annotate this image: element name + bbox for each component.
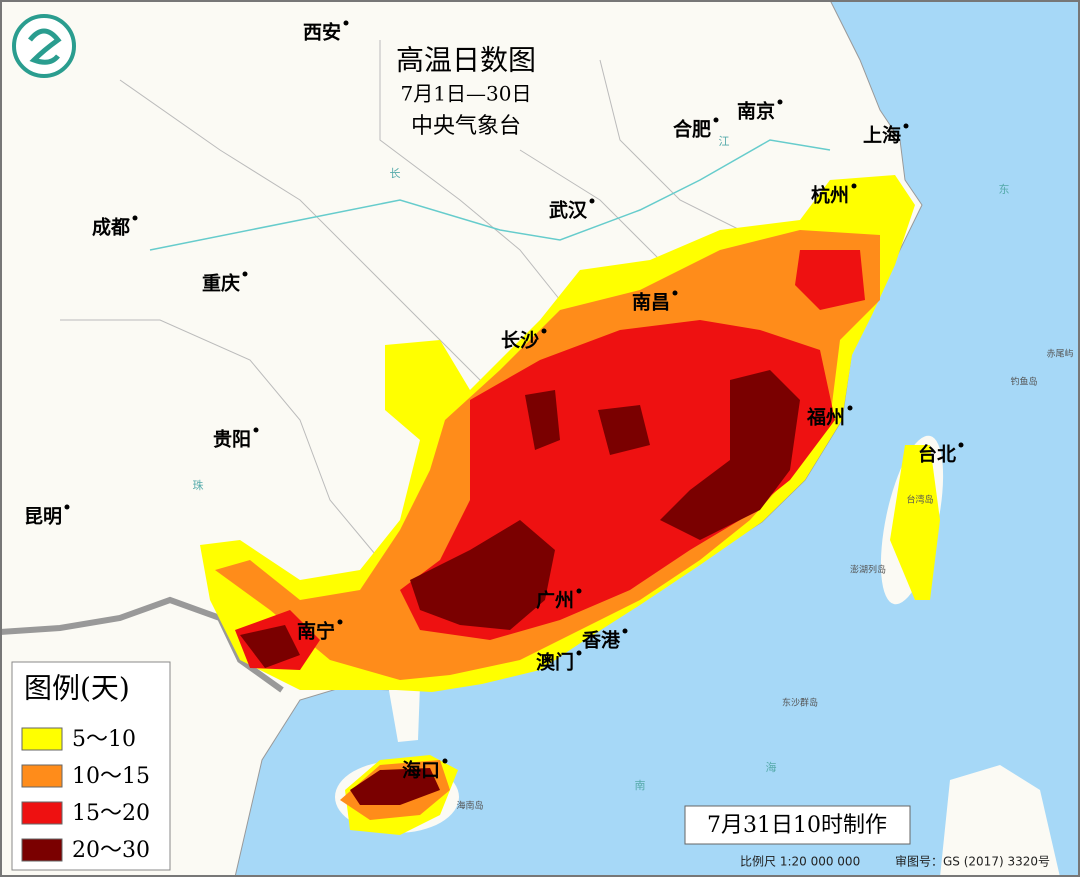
legend-swatch (21, 838, 63, 862)
city-label: 重庆 (202, 272, 240, 295)
city-dot (851, 183, 857, 189)
minor-label: 珠 (193, 478, 204, 492)
city-dot (253, 427, 259, 433)
zone-20-30 (410, 520, 555, 630)
city-label: 昆明 (24, 506, 62, 528)
period: 7月1日—30日 (401, 82, 532, 106)
minor-label: 台湾岛 (906, 494, 933, 506)
city-label: 上海 (863, 124, 901, 147)
city-dot (903, 123, 909, 129)
city-dot (132, 215, 138, 221)
zone-20-30e (240, 625, 300, 668)
legend-swatch (21, 801, 63, 825)
legend-label: 5～10 (72, 727, 136, 752)
city-label: 香港 (581, 630, 621, 652)
zone-20-30f (350, 768, 440, 805)
city-dot (337, 619, 343, 625)
logo-mark (28, 28, 62, 65)
city-dot (713, 117, 719, 123)
made-box (684, 805, 911, 845)
city-label: 澳门 (536, 651, 574, 674)
japan-islands (940, 765, 1060, 877)
city-label: 海口 (402, 759, 440, 782)
city-label: 广州 (536, 589, 574, 612)
city-dot (242, 271, 248, 277)
city-dot (672, 290, 678, 296)
made: 7月31日10时制作 (707, 813, 887, 838)
issuer: 中央气象台 (411, 114, 521, 139)
zone-taiwan-5 (890, 445, 940, 600)
city-label: 南京 (737, 100, 775, 123)
city-dot (442, 758, 448, 764)
legend-swatch (21, 727, 63, 751)
minor-label: 江 (719, 135, 730, 148)
city-dot (64, 504, 70, 510)
city-dot (777, 99, 783, 105)
city-label: 合肥 (673, 118, 711, 141)
city-label: 南宁 (297, 620, 335, 643)
city-label: 西安 (303, 21, 341, 44)
minor-label: 赤尾屿 (1046, 349, 1073, 360)
legend-label: 20～30 (72, 838, 150, 863)
minor-label: 钓鱼岛 (1010, 376, 1037, 388)
river (149, 139, 831, 251)
city-dot (847, 405, 853, 411)
minor-label: 长 (390, 167, 401, 180)
city-label: 长沙 (501, 330, 539, 352)
city-dot (576, 650, 582, 656)
city-label: 台北 (918, 443, 956, 466)
legend-label: 15～20 (72, 801, 150, 826)
zone-15-20c (795, 250, 865, 310)
city-dot (343, 20, 349, 26)
minor-label: 南 (635, 779, 646, 792)
city-dot (541, 328, 547, 334)
city-dot (622, 628, 628, 634)
city-label: 成都 (92, 216, 130, 239)
city-label: 南昌 (632, 292, 670, 314)
minor-label: 海 (766, 760, 777, 774)
scale: 比例尺 1:20 000 000 (740, 855, 860, 869)
minor-label: 东沙群岛 (782, 697, 818, 709)
legend-swatch (21, 764, 63, 788)
city-label: 贵阳 (213, 429, 251, 451)
minor-label: 海南岛 (456, 800, 483, 812)
city-dot (958, 442, 964, 448)
city-dot (576, 588, 582, 594)
minor-label: 东 (999, 183, 1010, 196)
legend-items: 5～10 10～15 15～20 20～30 (21, 727, 150, 863)
logo (12, 14, 76, 78)
zone-20-30b (660, 370, 800, 540)
title: 高温日数图 (396, 44, 536, 77)
legend-title: 图例(天) (24, 672, 130, 705)
city-label: 杭州 (811, 184, 849, 207)
city-dot (589, 198, 595, 204)
zone-20-30d (598, 405, 650, 455)
city-label: 福州 (806, 406, 845, 429)
leizhou (388, 685, 420, 742)
city-label: 武汉 (549, 200, 588, 222)
legend-label: 10～15 (72, 764, 150, 789)
zone-20-30c (525, 390, 560, 450)
minor-label: 澎湖列岛 (850, 564, 886, 576)
approval: 审图号：GS (2017) 3320号 (895, 854, 1050, 869)
